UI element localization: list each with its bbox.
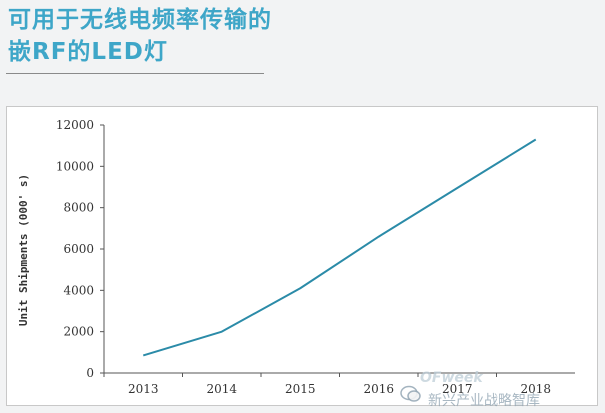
chart-frame bbox=[6, 106, 598, 406]
series-line bbox=[142, 138, 537, 357]
y-tick-labels: 0 2000 4000 6000 8000 10000 12000 bbox=[56, 118, 104, 380]
watermark: OFweek 新兴产业战略智库 bbox=[390, 370, 602, 410]
slide-title: 可用于无线电频率传输的 嵌RF的LED灯 bbox=[8, 4, 388, 68]
chart-axes bbox=[103, 125, 575, 374]
x-tick-label: 2014 bbox=[206, 382, 237, 396]
x-tick-label: 2013 bbox=[128, 382, 159, 396]
title-line-2: 嵌RF的LED灯 bbox=[8, 39, 168, 65]
y-tick-label: 2000 bbox=[63, 325, 94, 339]
y-tick-label: 6000 bbox=[63, 242, 94, 256]
wechat-icon bbox=[400, 385, 421, 402]
y-tick-label: 0 bbox=[86, 366, 94, 380]
title-divider bbox=[6, 73, 264, 74]
x-tick-label: 2015 bbox=[285, 382, 316, 396]
chart-series bbox=[142, 138, 537, 357]
x-tick-labels: 2013 2014 2015 2016 2017 2018 bbox=[103, 373, 551, 396]
y-tick-label: 12000 bbox=[56, 118, 94, 132]
x-tick-label: 2016 bbox=[363, 382, 394, 396]
y-axis-label: Unit Shipments (000' s) bbox=[17, 174, 30, 326]
x-tick-label: 2017 bbox=[442, 382, 473, 396]
watermark-name: 新兴产业战略智库 bbox=[428, 393, 540, 409]
y-tick-label: 10000 bbox=[56, 159, 94, 173]
watermark-brand: OFweek bbox=[420, 370, 483, 386]
x-tick-label: 2018 bbox=[520, 382, 551, 396]
y-tick-label: 4000 bbox=[63, 283, 94, 297]
title-line-1: 可用于无线电频率传输的 bbox=[8, 7, 272, 33]
y-tick-label: 8000 bbox=[63, 201, 94, 215]
